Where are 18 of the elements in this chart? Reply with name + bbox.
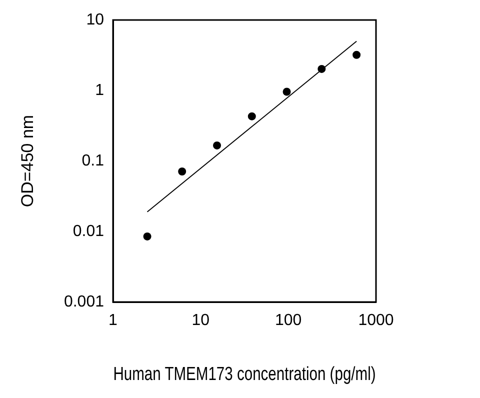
y-axis-title: OD=450 nm [18,114,37,208]
point [248,112,256,120]
point [318,64,326,73]
x-tick-label: 1000 [358,312,394,330]
y-tick-label: 0.001 [64,293,104,310]
point [178,167,186,176]
x-tick-label: 100 [274,312,302,330]
point [213,141,222,150]
y-tick-label: 0.01 [72,222,104,240]
x-tick-label: 10 [192,312,210,330]
x-tick-label: 1 [108,312,118,330]
y-tick-label: 1 [95,82,104,99]
point [282,88,291,96]
x-axis-title: Human TMEM173 concentration (pg/ml) [113,363,376,384]
point [143,232,152,240]
y-tick-label: 10 [86,11,104,28]
point [352,50,361,59]
y-tick-label: 0.1 [82,152,104,170]
